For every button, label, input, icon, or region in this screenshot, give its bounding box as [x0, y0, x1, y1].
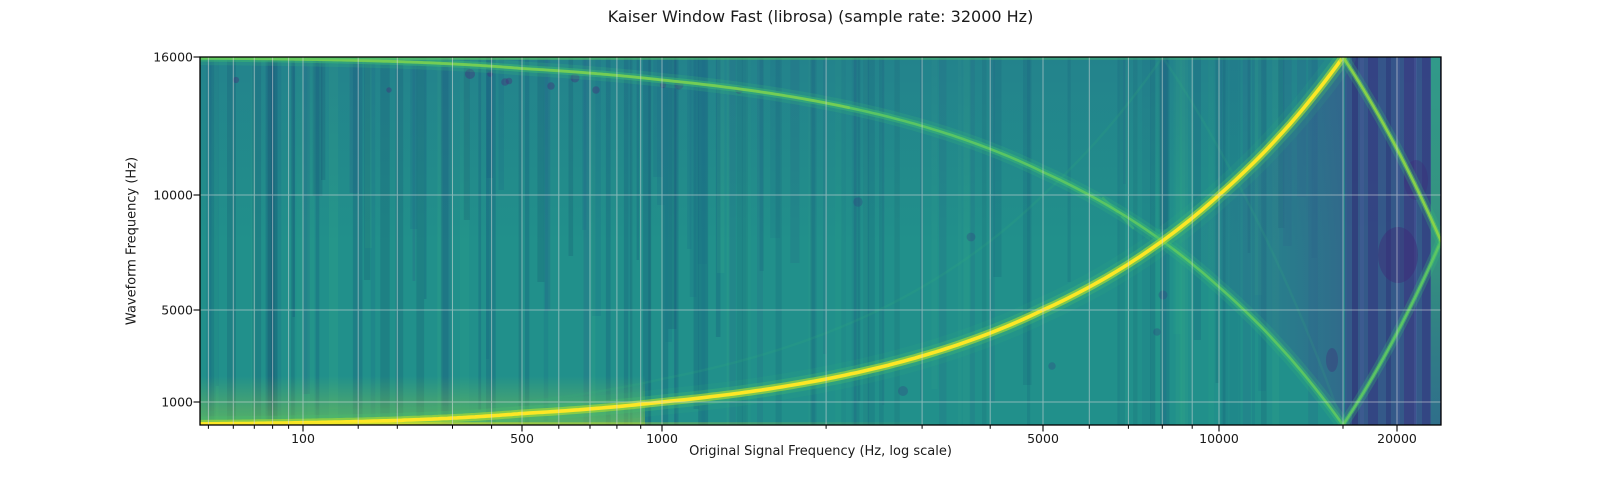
- x-tick-label: 1000: [646, 431, 678, 446]
- aliasing-curves: [200, 57, 1441, 425]
- x-tick-label: 20000: [1377, 431, 1417, 446]
- chart-title: Kaiser Window Fast (librosa) (sample rat…: [607, 7, 1034, 26]
- heatmap-layer: [200, 57, 1441, 425]
- x-axis-label: Original Signal Frequency (Hz, log scale…: [689, 444, 952, 459]
- y-tick-label: 5000: [161, 302, 193, 318]
- axes-frame: [193, 56, 1442, 432]
- gridlines: [200, 57, 1441, 425]
- x-tick-label: 500: [510, 431, 534, 446]
- x-tick-label: 10000: [1199, 431, 1239, 446]
- y-tick-label: 10000: [153, 187, 193, 203]
- x-tick-label: 5000: [1027, 431, 1059, 446]
- y-axis-label: Waveform Frequency (Hz): [124, 156, 140, 326]
- x-tick-label: 100: [291, 431, 315, 446]
- y-tick-label: 16000: [153, 49, 193, 65]
- y-tick-label: 1000: [161, 394, 193, 410]
